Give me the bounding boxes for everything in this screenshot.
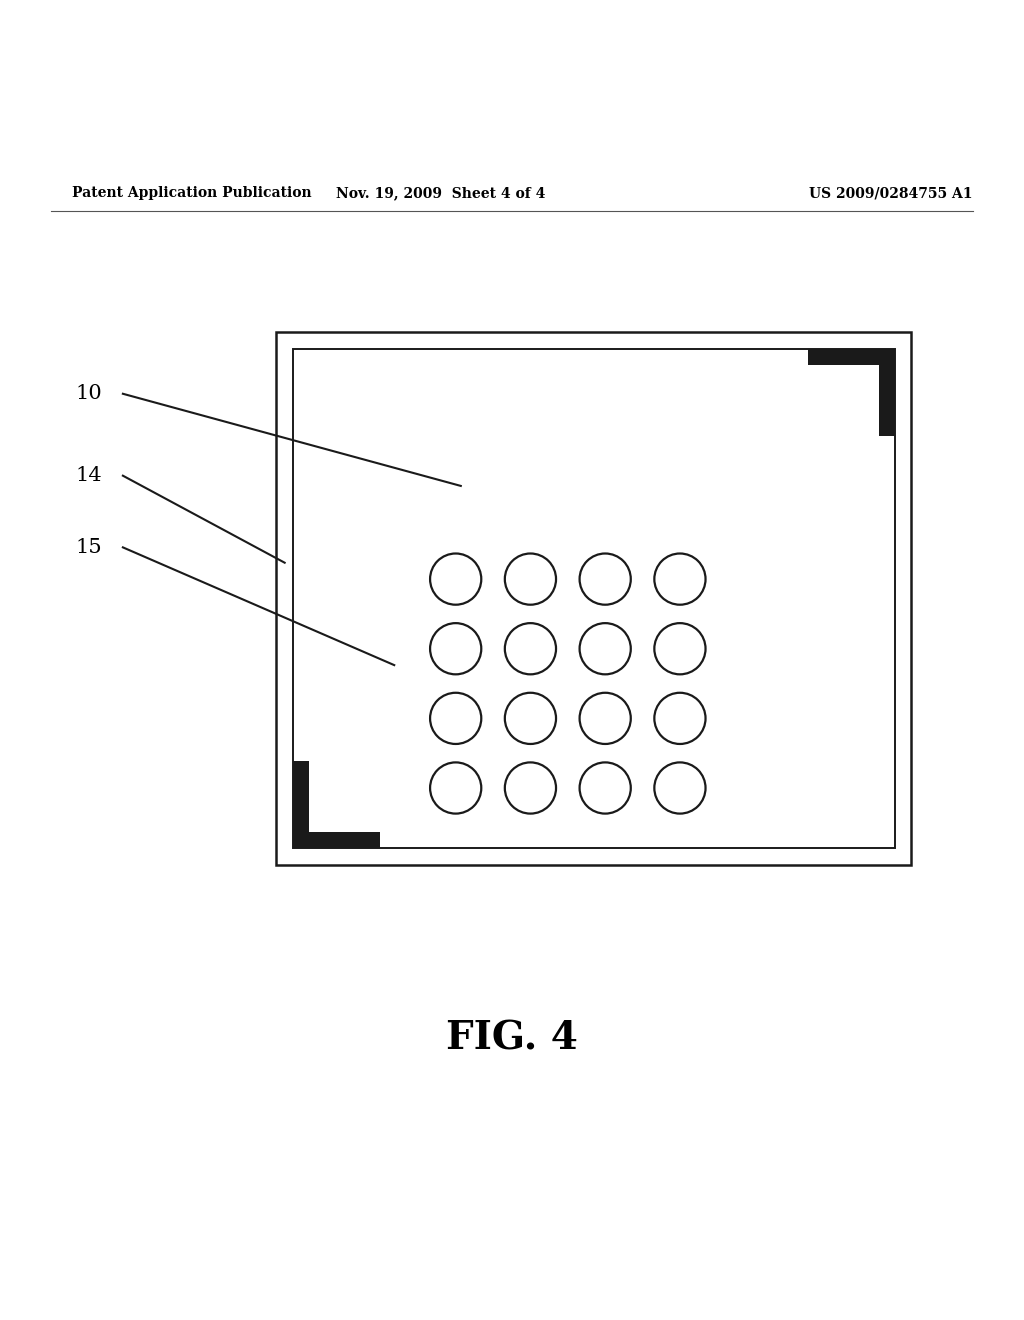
Text: FIG. 4: FIG. 4: [446, 1020, 578, 1057]
Text: 15: 15: [76, 537, 102, 557]
Bar: [808, 348, 895, 366]
Text: US 2009/0284755 A1: US 2009/0284755 A1: [809, 186, 973, 201]
Text: 14: 14: [76, 466, 102, 486]
Bar: [293, 348, 895, 849]
Text: Patent Application Publication: Patent Application Publication: [72, 186, 311, 201]
Bar: [293, 762, 309, 849]
Bar: [879, 348, 895, 436]
Text: Nov. 19, 2009  Sheet 4 of 4: Nov. 19, 2009 Sheet 4 of 4: [336, 186, 545, 201]
Bar: [293, 832, 380, 849]
Bar: [276, 333, 911, 865]
Text: 10: 10: [76, 384, 102, 404]
